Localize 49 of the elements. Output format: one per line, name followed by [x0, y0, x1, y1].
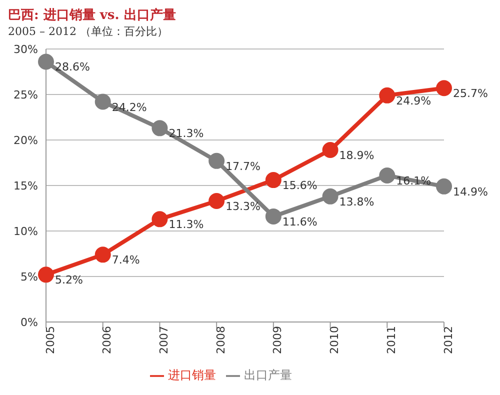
point — [152, 120, 168, 136]
y-tick-label: 30% — [14, 42, 38, 56]
x-tick-label: 2011 — [384, 326, 398, 354]
y-tick-label: 20% — [14, 134, 38, 147]
y-tick-label: 10% — [14, 224, 38, 238]
data-label: 14.9% — [453, 185, 488, 198]
y-tick-label: 25% — [14, 88, 38, 102]
x-tick-label: 2007 — [158, 326, 171, 354]
data-label: 7.4% — [112, 254, 140, 267]
x-tick-label: 2012 — [442, 326, 455, 354]
point — [38, 54, 54, 70]
point — [379, 167, 396, 184]
y-tick-label: 15% — [14, 179, 38, 192]
point — [94, 246, 111, 263]
point — [38, 266, 54, 283]
point — [265, 172, 282, 188]
data-label: 17.7% — [226, 160, 261, 173]
point — [436, 178, 452, 194]
point — [322, 142, 338, 158]
point — [94, 94, 111, 110]
x-tick-label: 2008 — [214, 326, 228, 354]
point — [379, 87, 396, 104]
x-tick-label: 2005 — [44, 326, 57, 354]
data-label: 11.6% — [282, 215, 318, 228]
data-label: 28.6% — [55, 60, 90, 74]
point — [322, 188, 338, 204]
data-label: 24.9% — [396, 94, 432, 108]
point — [208, 152, 225, 169]
y-tick-label: 5% — [20, 270, 38, 284]
data-label: 21.3% — [168, 127, 204, 140]
data-label: 5.2% — [55, 274, 83, 287]
point — [436, 80, 452, 96]
x-tick-label: 2010 — [328, 326, 342, 354]
point — [208, 192, 225, 209]
x-tick-label: 2006 — [100, 326, 114, 354]
x-tick-label: 2009 — [271, 326, 284, 354]
legend-label: 出口产量 — [244, 368, 292, 382]
point — [152, 211, 168, 228]
data-label: 15.6% — [282, 179, 318, 192]
data-label: 13.8% — [339, 195, 374, 208]
data-label: 18.9% — [339, 149, 374, 162]
legend-label: 进口销量 — [168, 368, 216, 382]
chart-title: 巴西: 进口销量 vs. 出口产量 — [8, 8, 177, 24]
data-label: 13.3% — [226, 200, 261, 213]
chart-subtitle: 2005 – 2012 （单位：百分比） — [8, 24, 169, 39]
point — [265, 208, 282, 224]
y-tick-label: 0% — [20, 316, 38, 329]
data-label: 11.3% — [168, 218, 204, 232]
data-label: 25.7% — [453, 87, 488, 100]
